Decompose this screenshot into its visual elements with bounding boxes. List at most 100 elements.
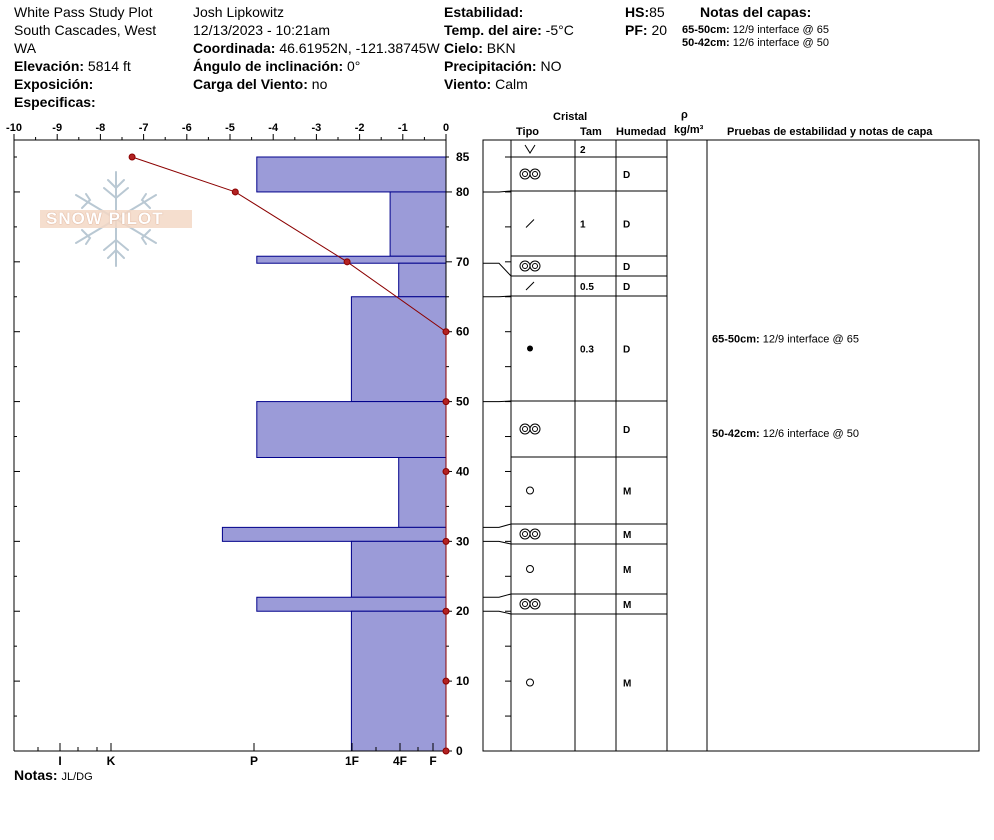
layer-connector xyxy=(483,523,512,528)
hardness-bar xyxy=(256,156,447,193)
depth-label: 85 xyxy=(456,150,470,164)
wind-loading-value: no xyxy=(311,76,328,92)
temperature-point xyxy=(231,188,239,196)
moisture-code: D xyxy=(623,282,630,293)
air-temperature-value: -5°C xyxy=(545,22,574,38)
temperature-line xyxy=(131,156,447,751)
depth-label: 30 xyxy=(456,534,470,548)
circle-icon xyxy=(526,565,534,573)
air-temperature-label: Temp. del aire: xyxy=(444,22,542,38)
region-line-1: South Cascades, West xyxy=(14,22,157,38)
layer-note-range: 50-42cm: xyxy=(682,37,730,49)
hardness-label: 4F xyxy=(393,754,407,768)
wind-loading: Carga del Viento: no xyxy=(193,76,327,93)
hardness-bar xyxy=(398,262,447,298)
temp-tick-label: -1 xyxy=(398,122,408,134)
hardness-label: F xyxy=(429,754,436,768)
circle-icon xyxy=(526,486,534,495)
temp-tick-label: -4 xyxy=(268,122,279,134)
depth-label: 80 xyxy=(456,185,470,199)
layer-table-frame xyxy=(482,139,980,752)
temp-tick-label: -9 xyxy=(52,122,62,134)
moisture-code: M xyxy=(623,565,631,576)
temperature-point xyxy=(442,747,450,755)
grain-size: 2 xyxy=(580,145,586,156)
rounds-icon xyxy=(519,598,541,610)
layer-connector xyxy=(483,295,512,298)
precipitation-label: Precipitación: xyxy=(444,58,537,74)
temp-tick-label: -2 xyxy=(355,122,365,134)
temp-tick-label: -8 xyxy=(96,122,106,134)
circle-icon xyxy=(526,678,534,687)
layer-note-range: 65-50cm: xyxy=(682,24,730,36)
hardness-bar xyxy=(221,526,447,542)
temp-tick-label: -7 xyxy=(139,122,149,134)
stability-note-text: 12/9 interface @ 65 xyxy=(763,334,859,346)
snow-height-value: 85 xyxy=(649,4,665,20)
temp-tick-label: -6 xyxy=(182,122,192,134)
grain-type-header: Tipo xyxy=(516,126,540,138)
hardness-bar xyxy=(350,540,447,598)
snow-height: HS:85 xyxy=(625,4,665,21)
dot-icon xyxy=(527,345,533,352)
air-temperature: Temp. del aire: -5°C xyxy=(444,22,574,39)
hardness-bar xyxy=(256,255,447,264)
layer-notes-label: Notas del capas: xyxy=(700,4,812,20)
hardness-bar xyxy=(398,456,447,528)
elevation: Elevación: 5814 ft xyxy=(14,58,131,75)
watermark-text: SNOW PILOT xyxy=(46,209,164,228)
temp-tick-label: 0 xyxy=(443,122,449,134)
precipitation-value: NO xyxy=(540,58,562,74)
density-unit: kg/m³ xyxy=(674,124,704,136)
hardness-label: 1F xyxy=(345,754,359,768)
temp-tick-label: -10 xyxy=(6,122,22,134)
layer-connector xyxy=(483,262,512,277)
wind-label: Viento: xyxy=(444,76,492,92)
pit-depth: PF: 20 xyxy=(625,22,667,39)
stability-label: Estabilidad: xyxy=(444,4,524,20)
moisture-code: D xyxy=(623,345,630,356)
elevation-label: Elevación: xyxy=(14,58,85,74)
depth-label: 0 xyxy=(456,744,463,758)
stability-note-range: 65-50cm: xyxy=(712,334,763,346)
hardness-label: I xyxy=(58,754,61,768)
hardness-bar xyxy=(256,596,447,612)
grain-size-header: Tam xyxy=(580,126,602,138)
coordinates: Coordinada: 46.61952N, -121.38745W xyxy=(193,40,440,57)
layer-connector xyxy=(483,610,512,615)
temperature-point xyxy=(442,677,450,685)
temperature-point xyxy=(442,537,450,545)
moisture-code: D xyxy=(623,262,630,273)
temperature-point xyxy=(128,153,136,161)
moisture-code: M xyxy=(623,600,631,611)
surface-hoar-icon xyxy=(524,144,536,154)
temperature-point xyxy=(442,398,450,406)
rounds-icon xyxy=(519,260,541,272)
precipitation: Precipitación: NO xyxy=(444,58,561,75)
stability-note: 65-50cm: 12/9 interface @ 65 xyxy=(712,334,859,346)
hardness-bar xyxy=(350,296,447,403)
layer-connector xyxy=(483,190,512,193)
temp-tick-label: -3 xyxy=(312,122,322,134)
slope-angle-value: 0° xyxy=(347,58,361,74)
coordinates-label: Coordinada: xyxy=(193,40,276,56)
stability-tests-header: Pruebas de estabilidad y notas de capa xyxy=(727,126,933,138)
site-name: White Pass Study Plot xyxy=(14,4,153,20)
snow-height-label: HS: xyxy=(625,4,650,20)
rounds-icon xyxy=(519,423,541,435)
layer-connector xyxy=(483,540,512,545)
temp-tick-label: -5 xyxy=(225,122,235,134)
sky-cover-value: BKN xyxy=(486,40,516,56)
pit-depth-value: 20 xyxy=(651,22,668,38)
moisture-code: D xyxy=(623,220,630,231)
hardness-bar xyxy=(350,610,447,752)
pit-depth-label: PF: xyxy=(625,22,648,38)
specifics-label: Especificas: xyxy=(14,94,96,110)
notes-label: Notas: xyxy=(14,767,58,783)
depth-label: 10 xyxy=(456,674,470,688)
precip-particles-icon xyxy=(525,219,535,228)
temperature-point xyxy=(442,467,450,475)
hardness-bar xyxy=(256,401,447,458)
slope-angle-label: Ángulo de inclinación: xyxy=(193,58,344,74)
layer-note: 65-50cm: 12/9 interface @ 65 xyxy=(682,24,829,37)
